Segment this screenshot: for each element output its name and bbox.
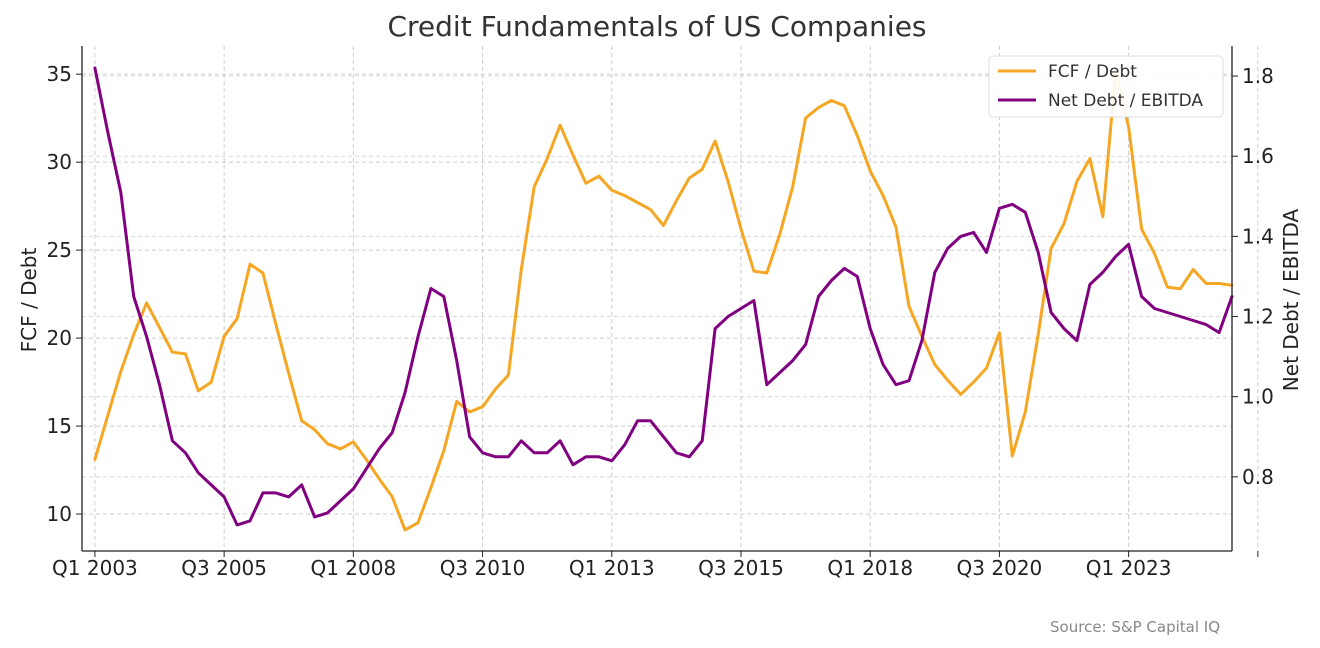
x-tick-label-q3-2010: Q3 2010 (440, 556, 526, 580)
y-right-tick-label-1-4: 1.4 (1242, 224, 1274, 248)
series-line-fcf-debt (93, 69, 1234, 532)
legend-label-net-debt-ebitda: Net Debt / EBITDA (1048, 91, 1203, 111)
y-left-tick-label-25: 25 (47, 238, 72, 262)
x-tick-label-q3-2015: Q3 2015 (698, 556, 784, 580)
x-tick-label-q1-2003: Q1 2003 (52, 556, 138, 580)
x-tick-label-q1-2008: Q1 2008 (310, 556, 396, 580)
legend: FCF / Debt Net Debt / EBITDA (988, 55, 1224, 118)
y-right-tick-label-0-8: 0.8 (1242, 465, 1274, 489)
y-right-tick-label-1-8: 1.8 (1242, 64, 1274, 88)
y-left-tick-label-30: 30 (47, 150, 72, 174)
grid-lines (82, 46, 1259, 551)
tick-labels: Q1 2003 Q3 2005 Q1 2008 Q3 2010 Q1 2013 Q3 20… (47, 62, 1274, 580)
y-left-tick-label-15: 15 (47, 414, 72, 438)
legend-label-fcf-debt: FCF / Debt (1048, 62, 1137, 82)
chart-title: Credit Fundamentals of US Companies (387, 10, 926, 43)
y-left-tick-label-35: 35 (47, 62, 72, 86)
y-right-tick-label-1: 1.0 (1242, 385, 1274, 409)
y-axis-left-title: FCF / Debt (17, 248, 41, 353)
x-tick-label-q1-2018: Q1 2018 (827, 556, 913, 580)
source-note: Source: S&P Capital IQ (1050, 618, 1220, 636)
x-tick-label-q1-2023: Q1 2023 (1086, 556, 1172, 580)
y-left-tick-label-10: 10 (47, 502, 72, 526)
axes (76, 46, 1259, 557)
y-right-tick-label-1-6: 1.6 (1242, 144, 1274, 168)
series-line-net-debt-ebitda (93, 66, 1234, 527)
x-tick-label-q3-2005: Q3 2005 (181, 556, 267, 580)
y-axis-right-title: Net Debt / EBITDA (1279, 209, 1303, 392)
x-tick-label-q3-2020: Q3 2020 (957, 556, 1043, 580)
series-lines (93, 66, 1234, 532)
y-right-tick-label-1-2: 1.2 (1242, 305, 1274, 329)
x-tick-label-q1-2013: Q1 2013 (569, 556, 655, 580)
legend-box (988, 55, 1224, 118)
y-left-tick-label-20: 20 (47, 326, 72, 350)
